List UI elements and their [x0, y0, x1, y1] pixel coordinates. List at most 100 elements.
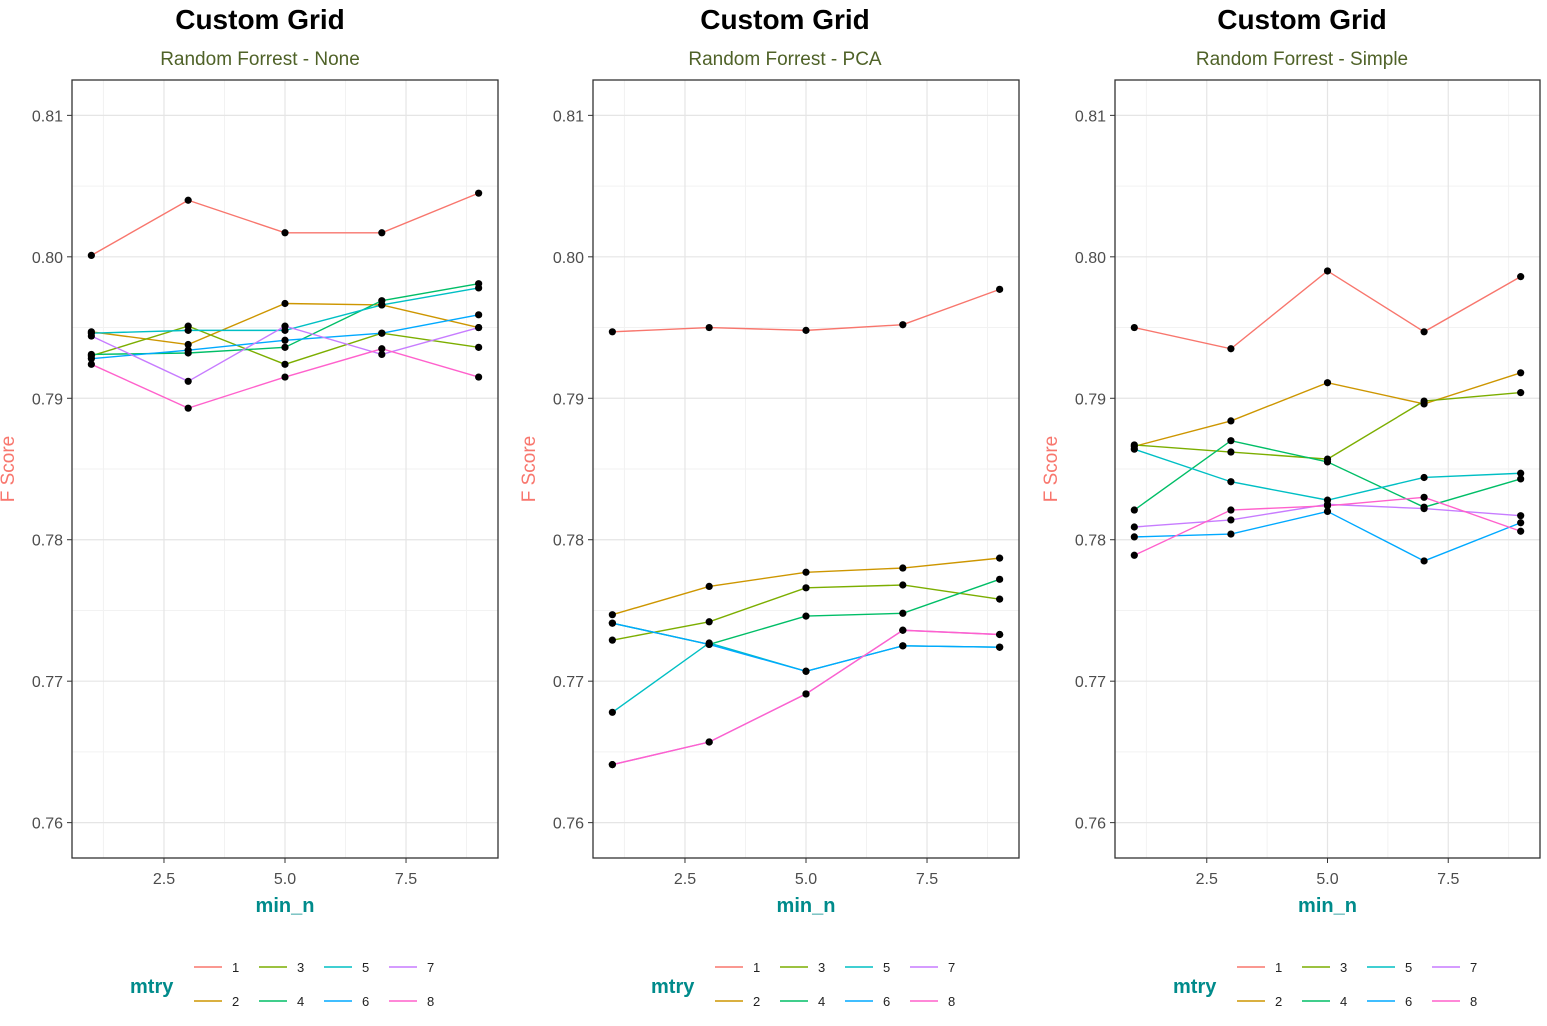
y-tick-label: 0.77	[32, 674, 63, 691]
grid	[593, 80, 1019, 858]
x-tick-label: 5.0	[274, 871, 296, 888]
data-point-mtry-6	[184, 346, 192, 354]
legend-label-mtry-8: 8	[1470, 994, 1477, 1009]
y-tick-label: 0.76	[32, 816, 63, 833]
data-point-mtry-8	[1517, 527, 1525, 535]
data-point-mtry-8	[87, 360, 95, 368]
y-tick-label: 0.80	[1075, 250, 1106, 267]
data-point-mtry-5	[608, 708, 616, 716]
legend-label-mtry-3: 3	[1340, 960, 1347, 975]
data-point-mtry-6	[705, 640, 713, 649]
data-point-mtry-2	[705, 582, 713, 591]
data-point-mtry-1	[1227, 345, 1235, 353]
y-tick-label: 0.81	[553, 108, 584, 125]
data-point-mtry-8	[184, 404, 192, 412]
data-point-mtry-4	[996, 575, 1004, 583]
data-point-mtry-3	[475, 343, 483, 351]
data-point-mtry-7	[1517, 512, 1525, 520]
data-point-mtry-4	[802, 612, 810, 620]
data-point-mtry-2	[184, 340, 192, 349]
legend-label-mtry-7: 7	[427, 960, 434, 975]
data-point-mtry-2	[1517, 369, 1525, 377]
data-point-mtry-1	[87, 251, 95, 260]
legend-label-mtry-2: 2	[232, 994, 239, 1009]
y-tick-label: 0.80	[32, 250, 63, 267]
legend: mtry 1 2 3 4 5 6 7 8	[651, 960, 955, 1009]
panel-border	[71, 79, 499, 859]
legend-title: mtry	[1173, 976, 1217, 998]
legend-label-mtry-2: 2	[753, 994, 760, 1009]
legend-label-mtry-8: 8	[427, 994, 434, 1009]
data-point-mtry-1	[184, 196, 192, 204]
data-point-mtry-3	[1227, 448, 1235, 456]
data-point-mtry-7	[87, 332, 95, 340]
data-point-mtry-1	[1323, 267, 1332, 275]
panel-border	[1114, 79, 1541, 859]
chart-title: Custom Grid	[175, 4, 345, 35]
data-point-mtry-6	[87, 355, 95, 363]
y-axis-label: F Score	[1041, 436, 1062, 503]
data-point-mtry-3	[1517, 389, 1525, 397]
data-point-mtry-7	[475, 323, 483, 332]
data-point-mtry-7	[184, 377, 192, 385]
legend-label-mtry-5: 5	[1405, 960, 1412, 975]
y-tick-label: 0.79	[553, 391, 584, 408]
legend-label-mtry-7: 7	[1470, 960, 1477, 975]
data-point-mtry-2	[1323, 379, 1332, 387]
legend-label-mtry-4: 4	[1340, 994, 1347, 1009]
data-point-mtry-5	[378, 301, 386, 309]
data-point-mtry-1	[378, 229, 386, 237]
panel-border	[592, 79, 1020, 859]
data-point-mtry-4	[1323, 458, 1332, 466]
data-point-mtry-1	[1130, 323, 1138, 332]
y-tick-label: 0.76	[1075, 816, 1106, 833]
data-point-mtry-6	[1130, 533, 1138, 541]
grid	[72, 80, 498, 858]
chart-title: Custom Grid	[700, 4, 870, 35]
data-point-mtry-2	[608, 611, 616, 619]
x-tick-label: 2.5	[153, 871, 175, 888]
x-axis-label: min_n	[1298, 895, 1357, 917]
legend: mtry 1 2 3 4 5 6 7 8	[130, 960, 434, 1009]
data-point-mtry-6	[1323, 507, 1332, 516]
x-tick-label: 2.5	[674, 871, 696, 888]
data-point-mtry-3	[281, 360, 289, 368]
data-point-mtry-6	[378, 329, 386, 337]
legend-label-mtry-4: 4	[297, 994, 304, 1009]
y-tick-label: 0.79	[32, 391, 63, 408]
data-point-mtry-6	[475, 311, 483, 319]
legend-label-mtry-6: 6	[1405, 994, 1412, 1009]
data-point-mtry-8	[608, 761, 616, 769]
x-tick-label: 5.0	[1316, 871, 1338, 888]
data-point-mtry-2	[996, 554, 1004, 562]
data-point-mtry-3	[705, 618, 713, 626]
data-point-mtry-5	[475, 284, 483, 292]
legend-label-mtry-8: 8	[948, 994, 955, 1009]
data-point-mtry-8	[705, 738, 713, 746]
data-point-mtry-3	[899, 581, 907, 589]
data-point-mtry-8	[378, 345, 386, 353]
data-point-mtry-5	[1420, 473, 1428, 482]
y-tick-label: 0.81	[1075, 108, 1106, 125]
data-point-mtry-1	[1420, 328, 1428, 336]
data-point-mtry-6	[281, 336, 289, 344]
data-point-mtry-4	[899, 609, 907, 617]
data-point-mtry-1	[996, 285, 1004, 293]
x-axis-label: min_n	[777, 895, 836, 917]
y-tick-label: 0.78	[553, 533, 584, 550]
chart-panel-1: Custom Grid Random Forrest - None 0.76 0.77…	[0, 4, 499, 1009]
legend-label-mtry-4: 4	[818, 994, 825, 1009]
data-point-mtry-2	[802, 568, 810, 576]
chart-panel-2: Custom Grid Random Forrest - PCA 0.76 0.77 0…	[519, 4, 1020, 1009]
data-point-mtry-6	[802, 667, 810, 675]
data-point-mtry-7	[378, 350, 386, 359]
data-point-mtry-2	[281, 299, 289, 308]
y-axis-label: F Score	[0, 436, 19, 503]
chart-panel-3: Custom Grid Random Forrest - Simple 0.76 0.…	[1041, 4, 1541, 1009]
data-point-mtry-4	[1517, 475, 1525, 483]
legend-label-mtry-1: 1	[1275, 960, 1282, 975]
y-tick-label: 0.78	[32, 533, 63, 550]
data-point-mtry-5	[1517, 469, 1525, 477]
data-point-mtry-2	[1227, 417, 1235, 425]
data-point-mtry-1	[475, 189, 483, 197]
